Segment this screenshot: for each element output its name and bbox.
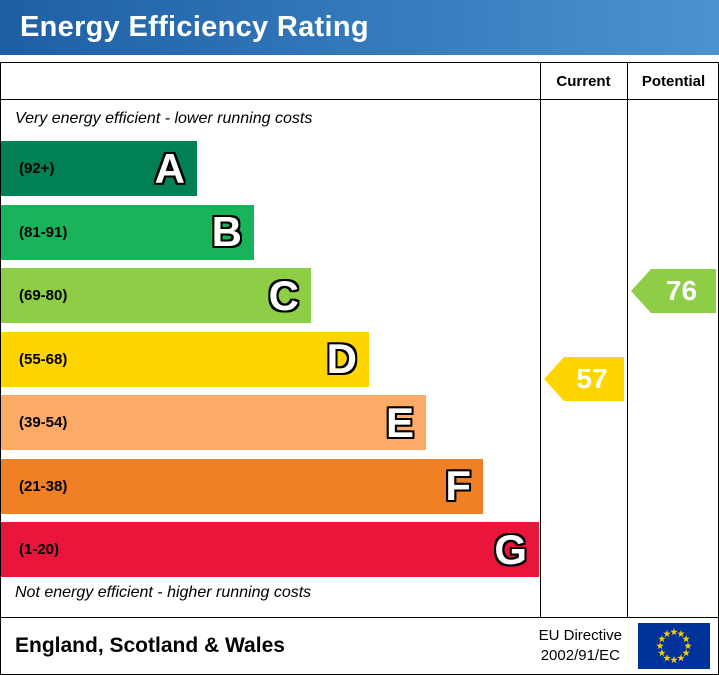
header-divider — [1, 63, 718, 100]
eu-directive-line2: 2002/91/EC — [540, 647, 620, 664]
chart-footer: England, Scotland & Wales EU Directive 2… — [0, 618, 719, 675]
rating-chart-area: Current Potential Very energy efficient … — [0, 62, 719, 618]
current-rating-arrow: 57 — [544, 357, 624, 401]
eu-directive-line1: EU Directive — [538, 626, 622, 644]
band-f: (21-38) F — [1, 458, 483, 514]
band-range-label: (81-91) — [19, 223, 68, 241]
band-letter: F — [445, 462, 471, 509]
potential-column-divider — [627, 63, 628, 617]
page-title: Energy Efficiency Rating — [20, 11, 369, 43]
band-range-label: (92+) — [19, 160, 55, 177]
eu-directive-label: EU Directive 2002/91/EC — [539, 626, 622, 667]
current-rating-value: 57 — [576, 363, 608, 394]
band-e: (39-54) E — [1, 395, 426, 450]
band-range-label: (39-54) — [19, 414, 68, 431]
band-range-label: (1-20) — [19, 541, 60, 558]
band-b: (81-91) B — [1, 204, 254, 260]
top-caption: Very energy efficient - lower running co… — [15, 110, 313, 127]
band-letter: D — [326, 335, 357, 382]
band-letter: C — [268, 271, 299, 319]
potential-rating-value: 76 — [665, 275, 698, 306]
band-letter: E — [385, 398, 414, 446]
potential-rating-arrow: 76 — [631, 269, 716, 313]
band-range-label: (69-80) — [19, 287, 68, 304]
chart-title-bar: Energy Efficiency Rating — [0, 0, 719, 55]
band-a: (92+) A — [1, 141, 197, 196]
potential-column-header: Potential — [641, 73, 706, 90]
band-letter: G — [494, 525, 527, 573]
current-column-divider — [540, 63, 541, 617]
current-column-header: Current — [556, 73, 611, 90]
band-letter: B — [211, 208, 242, 255]
eu-flag-icon — [638, 623, 710, 669]
band-range-label: (21-38) — [19, 477, 68, 495]
region-label: England, Scotland & Wales — [15, 634, 285, 657]
band-d: (55-68) D — [1, 331, 369, 387]
band-range-label: (55-68) — [19, 350, 68, 368]
band-g: (1-20) G — [1, 522, 539, 577]
bottom-caption: Not energy efficient - higher running co… — [15, 584, 312, 601]
band-letter: A — [154, 144, 185, 192]
band-c: (69-80) C — [1, 268, 311, 323]
